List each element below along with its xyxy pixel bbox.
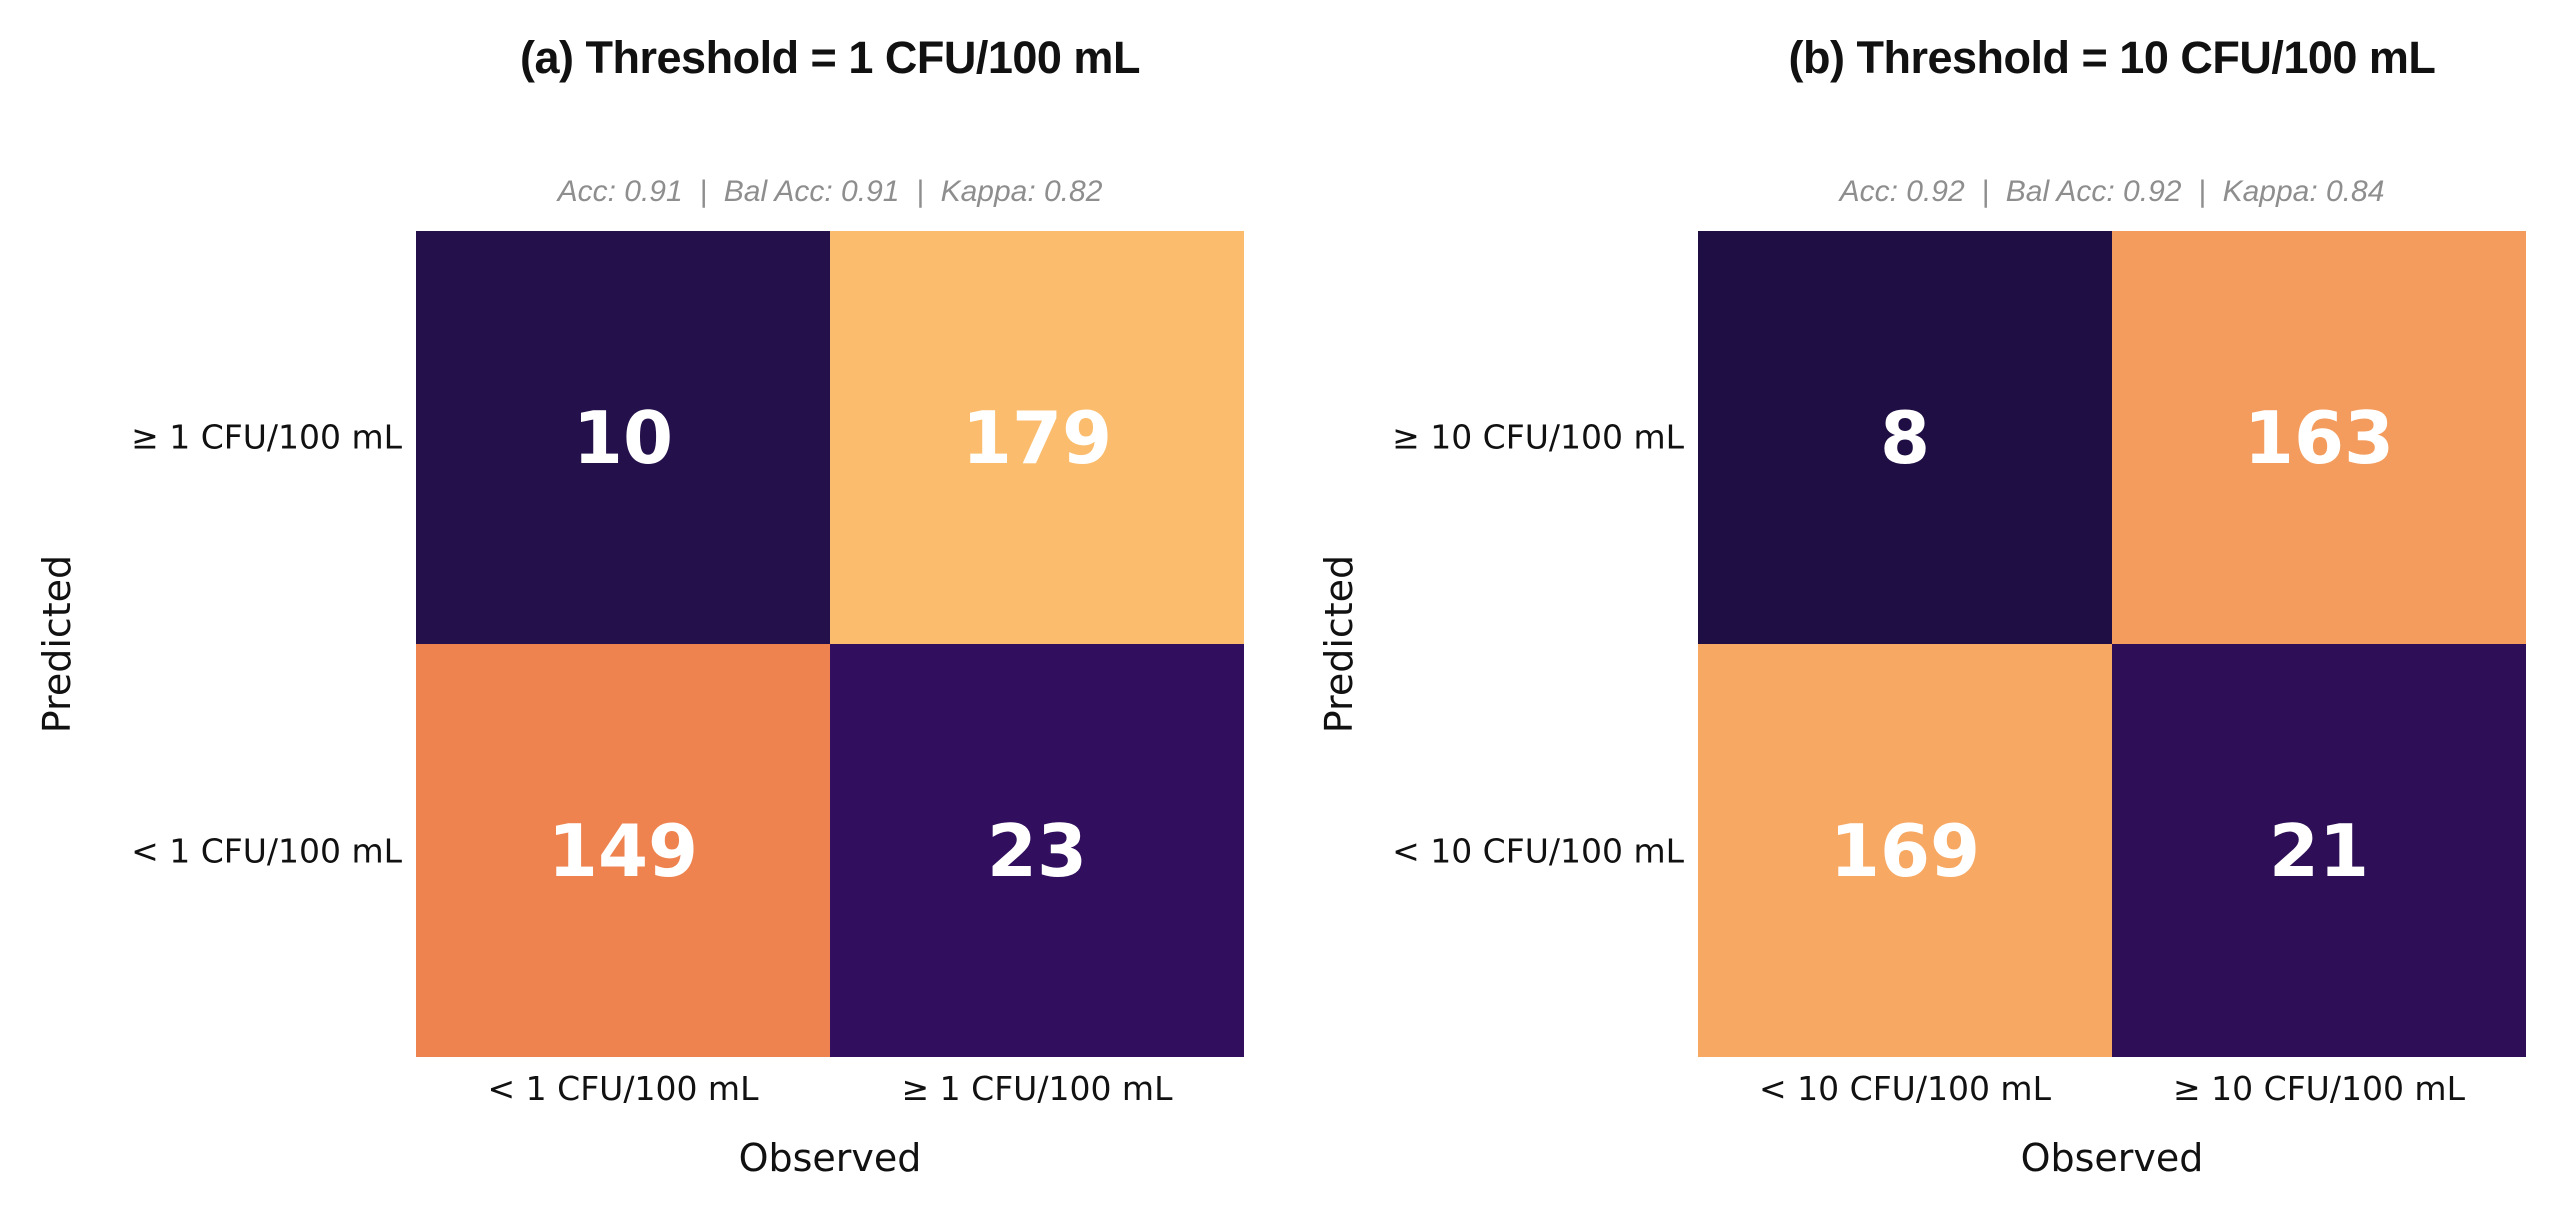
panel-a: (a) Threshold = 1 CFU/100 mL Acc: 0.91 |…	[35, 32, 1244, 1180]
panel-b-y-tick-row2: < 10 CFU/100 mL	[1392, 831, 1684, 871]
cell-value: 10	[572, 395, 674, 480]
panel-a-x-axis-label: Observed	[738, 1136, 922, 1180]
panel-a-title: (a) Threshold = 1 CFU/100 mL	[520, 32, 1140, 83]
panel-a-x-tick-col2: ≥ 1 CFU/100 mL	[901, 1069, 1173, 1108]
panel-a-x-tick-col1: < 1 CFU/100 mL	[487, 1069, 759, 1108]
panel-b-x-tick-col2: ≥ 10 CFU/100 mL	[2173, 1069, 2465, 1108]
panel-a-y-axis-label: Predicted	[35, 554, 79, 734]
matrix-cell: 179	[830, 231, 1244, 644]
matrix-cell: 149	[416, 644, 830, 1057]
matrix-cell: 8	[1698, 231, 2112, 644]
panel-b-metrics-line: Acc: 0.92 | Bal Acc: 0.92 | Kappa: 0.84	[1839, 175, 2385, 208]
panel-b-y-axis-label: Predicted	[1317, 554, 1361, 734]
cell-value: 169	[1829, 808, 1981, 893]
panel-a-confusion-matrix: 10 179 149 23	[416, 231, 1244, 1057]
cell-value: 8	[1879, 395, 1931, 480]
panel-b-x-axis-label: Observed	[2020, 1136, 2204, 1180]
panel-a-y-tick-row2: < 1 CFU/100 mL	[131, 831, 402, 871]
panel-b-x-tick-col1: < 10 CFU/100 mL	[1759, 1069, 2051, 1108]
matrix-cell: 10	[416, 231, 830, 644]
panel-b-y-tick-row1: ≥ 10 CFU/100 mL	[1392, 417, 1684, 457]
panel-b-title: (b) Threshold = 10 CFU/100 mL	[1788, 32, 2436, 83]
panel-a-metrics-line: Acc: 0.91 | Bal Acc: 0.91 | Kappa: 0.82	[557, 175, 1103, 208]
cell-value: 149	[547, 808, 699, 893]
matrix-cell: 21	[2112, 644, 2526, 1057]
cell-value: 23	[986, 808, 1088, 893]
matrix-cell: 23	[830, 644, 1244, 1057]
cell-value: 21	[2268, 808, 2370, 893]
panel-b-confusion-matrix: 8 163 169 21	[1698, 231, 2526, 1057]
matrix-cell: 163	[2112, 231, 2526, 644]
panel-a-y-tick-row1: ≥ 1 CFU/100 mL	[131, 417, 402, 457]
matrix-cell: 169	[1698, 644, 2112, 1057]
cell-value: 163	[2243, 395, 2395, 480]
cell-value: 179	[961, 395, 1113, 480]
panel-b: (b) Threshold = 10 CFU/100 mL Acc: 0.92 …	[1282, 0, 2560, 1215]
